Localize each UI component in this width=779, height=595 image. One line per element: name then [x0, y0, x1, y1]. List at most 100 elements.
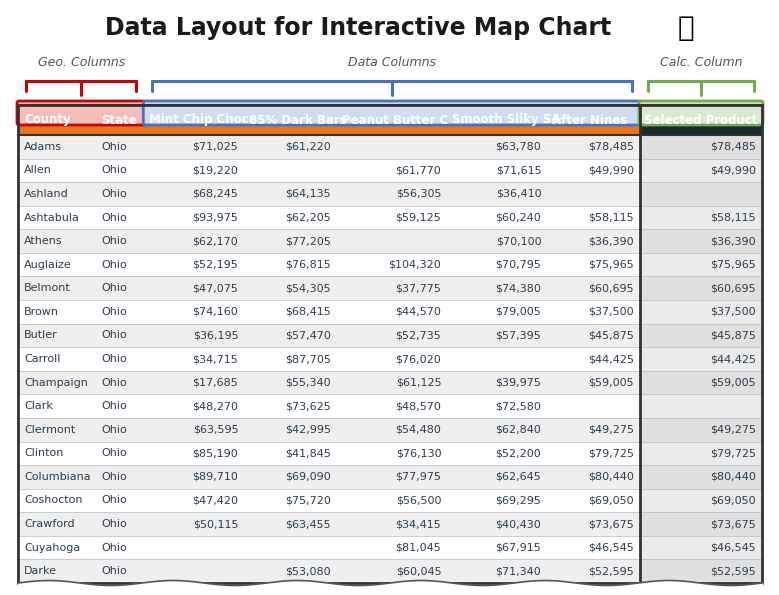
Text: $59,005: $59,005 — [588, 378, 634, 387]
Text: $60,695: $60,695 — [588, 283, 634, 293]
Text: $85,190: $85,190 — [192, 448, 238, 458]
Text: Adams: Adams — [24, 142, 62, 152]
Text: $62,645: $62,645 — [495, 472, 541, 482]
Text: $74,380: $74,380 — [495, 283, 541, 293]
Bar — [18, 512, 640, 536]
Text: Ohio: Ohio — [101, 259, 127, 270]
Text: $60,695: $60,695 — [710, 283, 756, 293]
Bar — [18, 441, 640, 465]
Text: Calc. Column: Calc. Column — [660, 56, 742, 69]
Bar — [640, 253, 762, 277]
Text: $75,720: $75,720 — [285, 496, 331, 506]
Text: $79,725: $79,725 — [588, 448, 634, 458]
Text: State: State — [101, 114, 136, 127]
Text: $52,195: $52,195 — [192, 259, 238, 270]
Text: Belmont: Belmont — [24, 283, 71, 293]
Text: Champaign: Champaign — [24, 378, 88, 387]
Text: 85% Dark Bars: 85% Dark Bars — [249, 114, 347, 127]
Text: $54,480: $54,480 — [396, 425, 442, 435]
Text: $60,045: $60,045 — [396, 566, 442, 576]
Bar — [18, 277, 640, 300]
Bar — [18, 300, 640, 324]
Text: $50,115: $50,115 — [192, 519, 238, 529]
Text: $67,915: $67,915 — [495, 543, 541, 553]
Text: $87,705: $87,705 — [285, 354, 331, 364]
Text: $62,170: $62,170 — [192, 236, 238, 246]
Bar — [640, 394, 762, 418]
Text: $48,570: $48,570 — [396, 401, 442, 411]
Bar — [18, 229, 640, 253]
Bar — [640, 135, 762, 159]
Bar — [18, 105, 762, 583]
Bar — [18, 206, 640, 229]
Text: Selected Product: Selected Product — [644, 114, 758, 127]
Text: $77,205: $77,205 — [285, 236, 331, 246]
Text: $78,485: $78,485 — [588, 142, 634, 152]
Text: $19,220: $19,220 — [192, 165, 238, 176]
Text: Smooth Sliky S&: Smooth Sliky S& — [453, 114, 562, 127]
Text: $49,275: $49,275 — [710, 425, 756, 435]
Text: $57,395: $57,395 — [495, 330, 541, 340]
Text: $73,625: $73,625 — [285, 401, 331, 411]
Text: $79,725: $79,725 — [710, 448, 756, 458]
FancyBboxPatch shape — [17, 101, 145, 125]
Text: Auglaize: Auglaize — [24, 259, 72, 270]
Text: Crawford: Crawford — [24, 519, 75, 529]
Text: $47,075: $47,075 — [192, 283, 238, 293]
Text: Mint Chip Choc: Mint Chip Choc — [150, 114, 249, 127]
Text: $62,840: $62,840 — [495, 425, 541, 435]
Text: County: County — [24, 114, 71, 127]
Text: Ohio: Ohio — [101, 566, 127, 576]
Text: $49,275: $49,275 — [588, 425, 634, 435]
Text: Brown: Brown — [24, 307, 59, 317]
Bar — [18, 465, 640, 488]
Bar — [18, 253, 640, 277]
Text: $69,050: $69,050 — [588, 496, 634, 506]
Text: $46,545: $46,545 — [710, 543, 756, 553]
Text: $74,160: $74,160 — [192, 307, 238, 317]
Text: Ohio: Ohio — [101, 236, 127, 246]
Text: Ohio: Ohio — [101, 496, 127, 506]
Text: Ashland: Ashland — [24, 189, 69, 199]
Text: Ohio: Ohio — [101, 330, 127, 340]
Text: Ohio: Ohio — [101, 472, 127, 482]
Text: Ohio: Ohio — [101, 189, 127, 199]
Text: $59,125: $59,125 — [396, 212, 442, 223]
Text: $36,410: $36,410 — [495, 189, 541, 199]
Text: $41,845: $41,845 — [285, 448, 331, 458]
Text: $39,975: $39,975 — [495, 378, 541, 387]
Text: $75,965: $75,965 — [710, 259, 756, 270]
Bar — [640, 229, 762, 253]
Text: $61,125: $61,125 — [396, 378, 442, 387]
Text: $72,580: $72,580 — [495, 401, 541, 411]
Text: Ohio: Ohio — [101, 212, 127, 223]
Text: $56,305: $56,305 — [396, 189, 442, 199]
Text: $52,595: $52,595 — [588, 566, 634, 576]
Bar — [640, 206, 762, 229]
Text: Athens: Athens — [24, 236, 62, 246]
Text: $44,570: $44,570 — [396, 307, 442, 317]
Text: $34,715: $34,715 — [192, 354, 238, 364]
Bar — [18, 324, 640, 347]
Bar — [640, 182, 762, 206]
Text: $104,320: $104,320 — [389, 259, 442, 270]
Text: $69,050: $69,050 — [710, 496, 756, 506]
Text: $58,115: $58,115 — [588, 212, 634, 223]
Bar — [18, 536, 640, 559]
Text: $60,240: $60,240 — [495, 212, 541, 223]
Text: Ohio: Ohio — [101, 283, 127, 293]
Text: $76,815: $76,815 — [285, 259, 331, 270]
Text: Ohio: Ohio — [101, 165, 127, 176]
Text: $59,005: $59,005 — [710, 378, 756, 387]
Text: Ohio: Ohio — [101, 519, 127, 529]
Bar — [640, 441, 762, 465]
Text: $37,500: $37,500 — [588, 307, 634, 317]
Text: Butler: Butler — [24, 330, 58, 340]
Text: Coshocton: Coshocton — [24, 496, 83, 506]
Text: $79,005: $79,005 — [495, 307, 541, 317]
Text: Ohio: Ohio — [101, 425, 127, 435]
Text: $63,455: $63,455 — [285, 519, 331, 529]
Text: Clermont: Clermont — [24, 425, 76, 435]
Bar — [640, 512, 762, 536]
Text: $37,500: $37,500 — [710, 307, 756, 317]
